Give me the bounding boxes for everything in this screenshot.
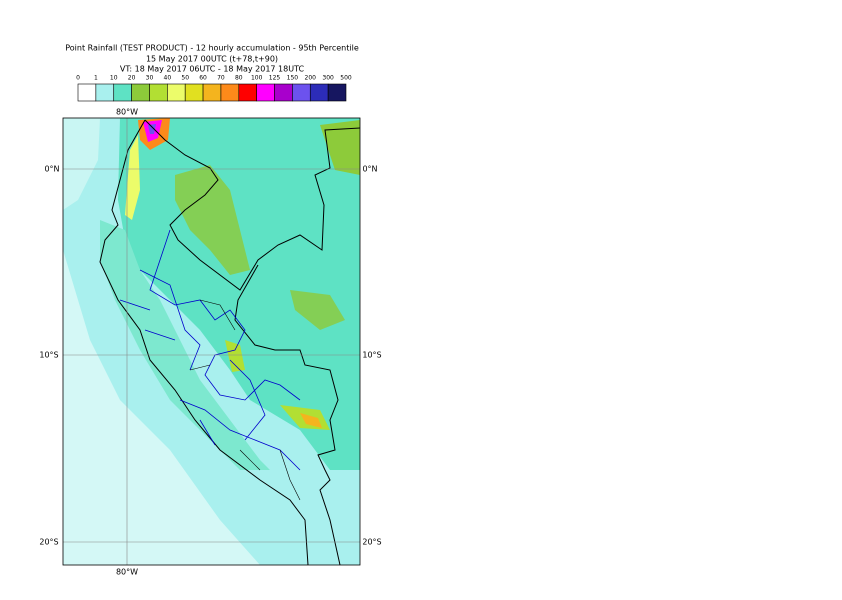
country-border: [99, 119, 360, 565]
rain-field: [100, 220, 270, 470]
colorbar-label: 1: [94, 75, 98, 82]
rain-field: [63, 250, 260, 565]
colorbar-box: [292, 83, 311, 102]
lat-label: 0°N: [362, 165, 377, 174]
rain-field: [63, 118, 100, 210]
colorbar-label: 80: [235, 75, 243, 82]
colorbar-box: [220, 83, 240, 102]
colorbar-box: [309, 83, 329, 102]
colorbar-box: [167, 83, 186, 102]
lat-label: 0°N: [44, 165, 59, 174]
region-border: [119, 229, 301, 471]
colorbar-label: 0: [76, 75, 80, 82]
rain-field: [175, 165, 250, 275]
lat-label: 10°S: [39, 351, 58, 360]
colorbar-label: 300: [322, 75, 334, 82]
colorbar-label: 500: [340, 75, 352, 82]
colorbar-label: 20: [128, 75, 136, 82]
lat-label: 10°S: [362, 351, 381, 360]
lat-label: 20°S: [39, 538, 58, 547]
title-line: Point Rainfall (TEST PRODUCT) - 12 hourl…: [65, 44, 359, 53]
colorbar-box: [184, 83, 204, 102]
colorbar-box: [238, 83, 257, 102]
colorbar-label: 125: [269, 75, 281, 82]
colorbar-box: [131, 83, 150, 102]
colorbar-label: 10: [110, 75, 118, 82]
title-line: VT: 18 May 2017 06UTC - 18 May 2017 18UT…: [120, 65, 305, 74]
colorbar-box: [113, 83, 132, 102]
colorbar: 0 1 10 20 30 40 50 60 70 80 100 125 150 200 300 500: [76, 75, 352, 102]
title-line: 15 May 2017 00UTC (t+78,t+90): [146, 55, 278, 64]
colorbar-label: 50: [181, 75, 189, 82]
colorbar-label: 60: [199, 75, 207, 82]
colorbar-box: [149, 83, 168, 102]
colorbar-label: 40: [164, 75, 172, 82]
rain-field: [320, 120, 360, 175]
map: 0°N 0°N 10°S 10°S 20°S 20°S 80°W 80°W: [39, 108, 381, 577]
map-frame: [62, 117, 361, 566]
colorbar-box: [256, 83, 275, 102]
colorbar-box: [327, 83, 347, 102]
colorbar-box: [202, 83, 222, 102]
rain-field: [148, 124, 156, 134]
district-border: [189, 299, 301, 501]
colorbar-label: 70: [217, 75, 225, 82]
colorbar-box: [95, 83, 115, 102]
colorbar-label: 30: [146, 75, 154, 82]
colorbar-label: 200: [305, 75, 317, 82]
lon-label: 80°W: [116, 108, 138, 117]
lat-label: 20°S: [362, 538, 381, 547]
colorbar-box: [77, 83, 97, 102]
rain-field: [300, 413, 322, 428]
colorbar-box: [274, 83, 293, 102]
colorbar-label: 100: [251, 75, 263, 82]
lon-label: 80°W: [116, 568, 138, 577]
rain-field: [225, 340, 245, 372]
rain-field: [125, 135, 140, 220]
rain-field: [290, 290, 345, 330]
colorbar-label: 150: [287, 75, 299, 82]
